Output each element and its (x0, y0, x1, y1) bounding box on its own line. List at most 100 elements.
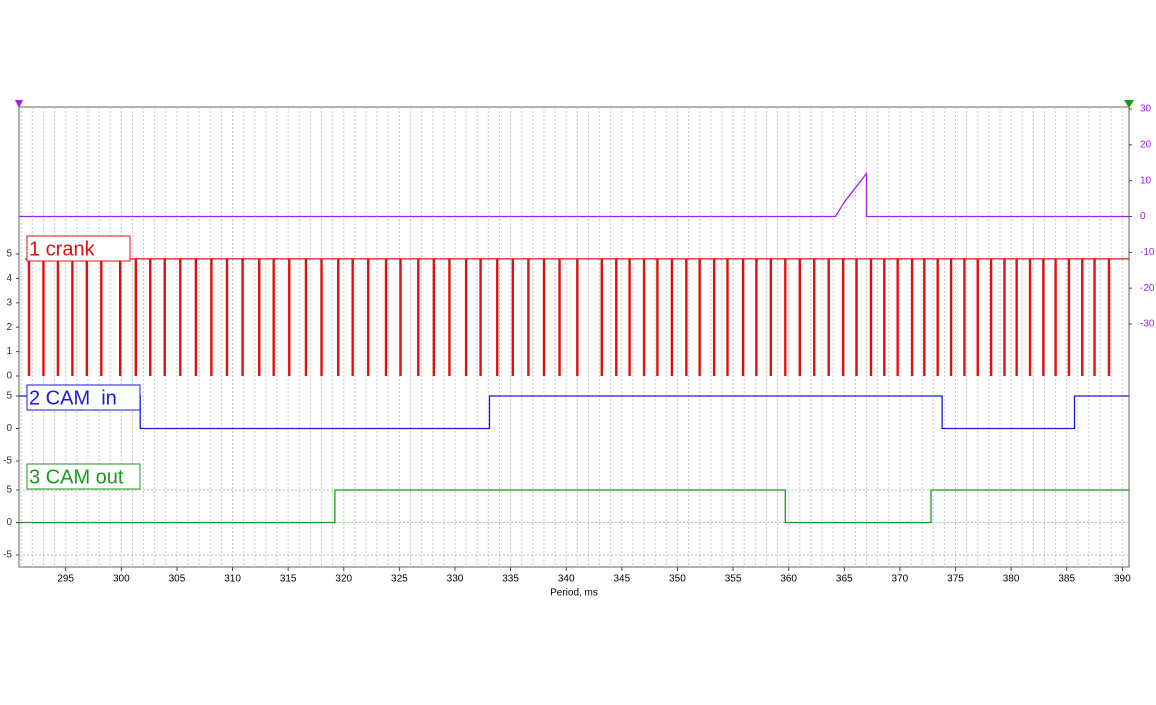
x-tick-label: 350 (669, 574, 686, 585)
pulse (910, 258, 914, 376)
pulse (755, 258, 758, 376)
pulse (642, 258, 646, 376)
pulse (399, 258, 402, 376)
pulse (989, 258, 993, 376)
pulse (656, 258, 659, 376)
x-tick-label: 295 (57, 574, 74, 585)
pulse (511, 258, 515, 376)
pulse (784, 258, 787, 376)
pulse (194, 258, 198, 376)
pulse (225, 258, 229, 376)
pulse (134, 258, 137, 376)
pulse (1081, 258, 1084, 376)
x-tick-label: 375 (947, 574, 964, 585)
x-tick-label: 325 (391, 574, 408, 585)
x-tick-label: 305 (169, 574, 186, 585)
pulse (963, 258, 966, 376)
marker (15, 100, 23, 108)
pulse (384, 258, 388, 376)
pulse (1028, 258, 1032, 376)
pulse (827, 258, 830, 376)
pulse (576, 258, 579, 376)
pulse (288, 258, 291, 376)
pulse (258, 258, 261, 376)
pulse (241, 258, 244, 376)
x-tick-label: 385 (1058, 574, 1075, 585)
x-tick-label: 345 (613, 574, 630, 585)
x-tick-label: 370 (892, 574, 909, 585)
y-tick-label: 4 (6, 273, 12, 284)
pulse (149, 258, 152, 376)
trace (19, 489, 1129, 524)
pulse (615, 258, 618, 376)
y-tick-label: 10 (1140, 175, 1152, 186)
pulse (769, 258, 773, 376)
y-tick-label: -5 (3, 550, 12, 561)
pulse (163, 258, 166, 376)
pulse (479, 258, 482, 376)
y-tick-label: 30 (1140, 104, 1152, 115)
trace (19, 395, 1129, 430)
channel-label: 1 crank (29, 238, 96, 260)
pulse (464, 258, 468, 376)
pulse (1067, 258, 1071, 376)
pulse (841, 258, 845, 376)
pulse (527, 258, 530, 376)
x-tick-label: 365 (836, 574, 853, 585)
y-tick-label: 2 (6, 322, 12, 333)
y-tick-label: -10 (1140, 247, 1155, 258)
pulse (1093, 258, 1096, 376)
pulse (1107, 258, 1111, 376)
pulse (1003, 258, 1006, 376)
pulse (1042, 258, 1045, 376)
y-tick-label: 5 (6, 485, 12, 496)
channel-label-box (26, 384, 141, 411)
x-tick-label: 315 (280, 574, 297, 585)
pulse (670, 258, 674, 376)
pulse (698, 258, 701, 376)
x-tick-label: 340 (558, 574, 575, 585)
channel-label-box (26, 235, 131, 262)
pulse (448, 258, 451, 376)
pulse (496, 258, 499, 376)
x-tick-label: 355 (725, 574, 742, 585)
pulse (320, 258, 323, 376)
pulse (27, 258, 31, 376)
marker (1124, 100, 1134, 108)
pulse (42, 258, 45, 376)
pulse (896, 258, 899, 376)
y-tick-label: 20 (1140, 139, 1152, 150)
pulse (71, 258, 74, 376)
pulse (949, 258, 953, 376)
pulse (628, 258, 631, 376)
pulse (337, 258, 340, 376)
y-tick-label: 0 (1140, 211, 1146, 222)
channel-label: 2 CAM in (29, 387, 117, 409)
y-tick-label: 0 (6, 517, 12, 528)
pulse (798, 258, 801, 376)
plot-frame (18, 106, 1130, 568)
pulse (855, 258, 858, 376)
pulse (883, 258, 886, 376)
pulse (976, 258, 979, 376)
trace (19, 171, 1129, 218)
pulse (304, 258, 308, 376)
pulse (726, 258, 729, 376)
pulse (119, 258, 122, 376)
pulse (558, 258, 561, 376)
pulse (813, 258, 816, 376)
pulse (741, 258, 745, 376)
y-tick-label: 3 (6, 297, 12, 308)
pulse (685, 258, 688, 376)
x-tick-label: 330 (447, 574, 464, 585)
x-tick-label: 360 (780, 574, 797, 585)
pulse (56, 258, 60, 376)
x-axis-label: Period, ms (550, 588, 598, 599)
pulse (923, 258, 926, 376)
x-tick-label: 320 (335, 574, 352, 585)
pulse (100, 258, 103, 376)
pulse (351, 258, 354, 376)
pulse (936, 258, 939, 376)
pulse (179, 258, 182, 376)
